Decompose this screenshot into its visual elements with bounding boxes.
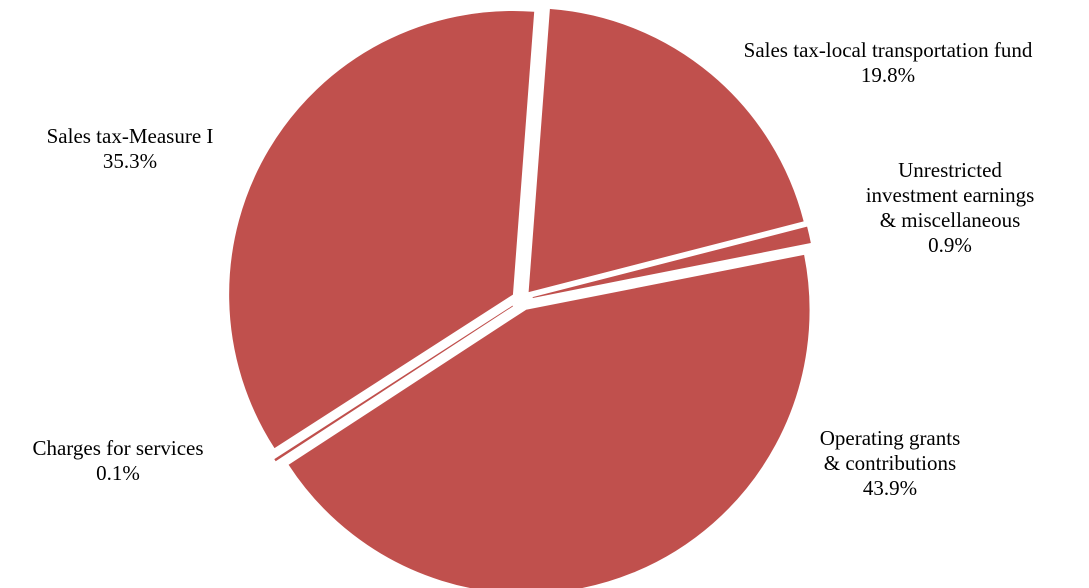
slice-label-line: & miscellaneous <box>879 208 1021 232</box>
slice-label-line: investment earnings <box>865 183 1035 207</box>
slice-percent: 0.1% <box>96 461 140 485</box>
slice-label-line: Sales tax-Measure I <box>46 124 214 148</box>
slice-percent: 35.3% <box>102 149 158 173</box>
slice-label-line: Unrestricted <box>898 158 1002 182</box>
slice-label-line: Charges for services <box>32 436 204 460</box>
slice-label-investment-earnings: Unrestricted investment earnings & misce… <box>835 158 1065 258</box>
pie-slice-operating-grants <box>288 254 810 588</box>
slice-label-measure-i: Sales tax-Measure I 35.3% <box>0 124 260 174</box>
slice-label-local-transportation-fund: Sales tax-local transportation fund 19.8… <box>708 38 1068 88</box>
slice-percent: 43.9% <box>862 476 918 500</box>
slice-percent: 0.9% <box>928 233 972 257</box>
slice-label-line: Sales tax-local transportation fund <box>743 38 1033 62</box>
slice-label-line: Operating grants <box>819 426 961 450</box>
pie-slice-investment-earnings <box>532 226 811 298</box>
slice-label-line: & contributions <box>823 451 957 475</box>
slice-percent: 19.8% <box>860 63 916 87</box>
pie-slice-measure-i <box>229 11 535 449</box>
pie-slice-charges-for-services <box>274 305 513 462</box>
slice-label-operating-grants: Operating grants & contributions 43.9% <box>770 426 1010 501</box>
pie-slice-local-transportation-fund <box>528 8 804 293</box>
slice-label-charges-for-services: Charges for services 0.1% <box>0 436 236 486</box>
